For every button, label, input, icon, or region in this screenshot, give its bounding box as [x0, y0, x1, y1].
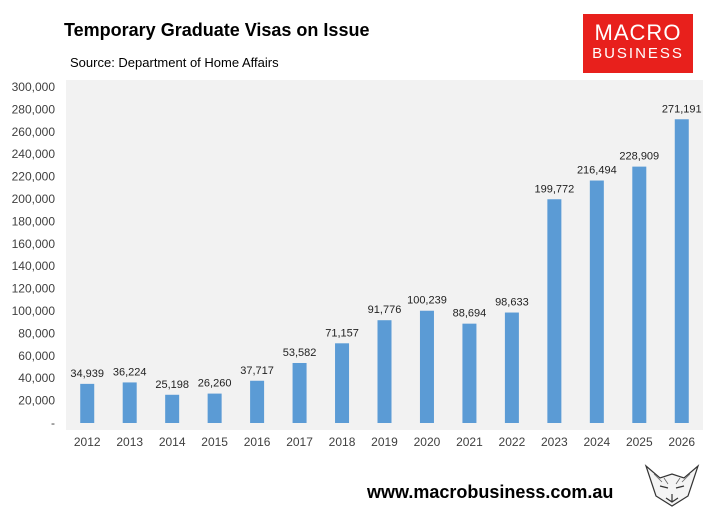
data-label-2025: 228,909 [619, 151, 659, 163]
x-tick-label-2025: 2025 [626, 435, 653, 449]
data-label-2024: 216,494 [577, 165, 617, 177]
bar-2017 [292, 362, 307, 423]
bar-2023 [547, 199, 562, 423]
y-tick-label: 60,000 [18, 349, 55, 363]
macrobusiness-logo: MACRO BUSINESS [583, 14, 693, 73]
bar-2014 [165, 394, 180, 423]
footer-url: www.macrobusiness.com.au [367, 482, 614, 502]
x-tick-label-2014: 2014 [159, 435, 186, 449]
y-tick-label: - [51, 416, 55, 430]
data-label-2019: 91,776 [368, 304, 402, 316]
bar-2024 [589, 180, 604, 423]
bar-2022 [504, 312, 519, 423]
data-label-2018: 71,157 [325, 327, 359, 339]
fox-sketch-icon [644, 464, 700, 507]
x-tick-label-2016: 2016 [244, 435, 271, 449]
bar-2021 [462, 323, 477, 423]
y-tick-label: 220,000 [12, 170, 56, 184]
x-tick-label-2022: 2022 [499, 435, 526, 449]
x-tick-label-2015: 2015 [201, 435, 228, 449]
y-tick-label: 160,000 [12, 237, 56, 251]
y-tick-label: 260,000 [12, 125, 56, 139]
y-tick-label: 120,000 [12, 282, 56, 296]
x-tick-label-2023: 2023 [541, 435, 568, 449]
data-label-2013: 36,224 [113, 366, 147, 378]
bar-2025 [632, 166, 647, 423]
data-label-2016: 37,717 [240, 365, 274, 377]
y-tick-label: 180,000 [12, 214, 56, 228]
bar-2026 [674, 119, 689, 423]
logo-line-1: MACRO [594, 20, 682, 45]
bar-2019 [377, 320, 392, 423]
bar-2018 [335, 343, 350, 423]
x-tick-label-2018: 2018 [329, 435, 356, 449]
y-tick-label: 40,000 [18, 371, 55, 385]
x-tick-label-2017: 2017 [286, 435, 313, 449]
data-label-2017: 53,582 [283, 347, 317, 359]
bar-2013 [122, 382, 137, 423]
y-tick-label: 20,000 [18, 394, 55, 408]
x-tick-label-2024: 2024 [583, 435, 610, 449]
data-label-2026: 271,191 [662, 103, 702, 115]
data-label-2023: 199,772 [534, 183, 574, 195]
bar-2016 [250, 380, 265, 423]
x-tick-label-2019: 2019 [371, 435, 398, 449]
x-tick-label-2021: 2021 [456, 435, 483, 449]
x-tick-label-2012: 2012 [74, 435, 101, 449]
y-tick-label: 140,000 [12, 259, 56, 273]
bar-2020 [419, 310, 434, 423]
y-tick-label: 80,000 [18, 326, 55, 340]
logo-line-2: BUSINESS [592, 45, 684, 62]
y-tick-label: 100,000 [12, 304, 56, 318]
data-label-2021: 88,694 [453, 308, 487, 320]
data-label-2020: 100,239 [407, 295, 447, 307]
y-tick-label: 300,000 [12, 80, 56, 94]
chart-title: Temporary Graduate Visas on Issue [64, 20, 370, 40]
x-tick-label-2013: 2013 [116, 435, 143, 449]
bar-2012 [80, 383, 95, 423]
data-label-2014: 25,198 [155, 379, 189, 391]
x-tick-label-2020: 2020 [414, 435, 441, 449]
data-label-2022: 98,633 [495, 297, 529, 309]
chart-source: Source: Department of Home Affairs [70, 55, 279, 70]
y-tick-label: 280,000 [12, 102, 56, 116]
x-tick-label-2026: 2026 [668, 435, 695, 449]
bar-2015 [207, 393, 222, 423]
y-tick-label: 240,000 [12, 147, 56, 161]
data-label-2012: 34,939 [70, 368, 104, 380]
y-tick-label: 200,000 [12, 192, 56, 206]
data-label-2015: 26,260 [198, 378, 232, 390]
